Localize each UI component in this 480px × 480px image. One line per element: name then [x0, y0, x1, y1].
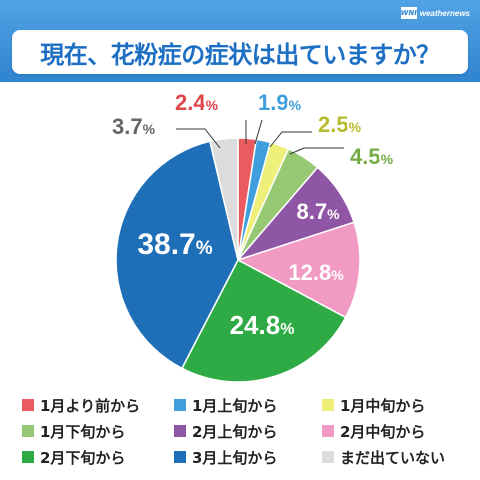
brand-logo-icon: WNI: [400, 7, 417, 19]
legend-item-4: 1月下旬から: [22, 420, 125, 442]
value-label-6: 12.8%: [288, 260, 344, 285]
legend-label: 2月上旬から: [192, 422, 278, 441]
legend-swatch: [22, 399, 34, 411]
value-label-8: 38.7%: [137, 228, 212, 261]
value-label-7: 24.8%: [230, 310, 295, 340]
legend-swatch: [174, 425, 186, 437]
legend-swatch: [322, 425, 334, 437]
legend-item-5: 2月上旬から: [174, 420, 277, 442]
value-label-3: 2.5%: [318, 112, 362, 137]
legend-item-1: 1月より前から: [22, 394, 140, 416]
legend-item-7: 2月下旬から: [22, 446, 125, 468]
legend-label: 1月下旬から: [40, 422, 126, 441]
legend-label: 1月中旬から: [340, 396, 426, 415]
legend-swatch: [174, 399, 186, 411]
pie-slice-8: [115, 140, 239, 370]
header-banner: WNI weathernews 現在、花粉症の症状は出ていますか？: [0, 0, 480, 82]
legend-label: 2月下旬から: [40, 448, 126, 467]
legend-swatch: [322, 399, 334, 411]
legend-item-3: 1月中旬から: [322, 394, 425, 416]
legend-item-8: 3月上旬から: [174, 446, 277, 468]
legend-item-6: 2月中旬から: [322, 420, 425, 442]
brand: WNI weathernews: [401, 6, 470, 20]
value-label-4: 4.5%: [350, 144, 394, 169]
legend-item-2: 1月上旬から: [174, 394, 277, 416]
page-title: 現在、花粉症の症状は出ていますか？: [40, 40, 440, 69]
legend-label: 1月より前から: [40, 396, 141, 415]
value-label-1: 2.4%: [175, 90, 219, 115]
legend-swatch: [22, 425, 34, 437]
legend-swatch: [174, 451, 186, 463]
legend-label: 2月中旬から: [340, 422, 426, 441]
leader-line-9: [176, 128, 221, 149]
legend-label: 3月上旬から: [192, 448, 278, 467]
legend-label: 1月上旬から: [192, 396, 278, 415]
title-box: 現在、花粉症の症状は出ていますか？: [12, 30, 468, 74]
pie-slice-6: [236, 221, 361, 319]
legend-label: まだ出ていない: [340, 448, 446, 467]
value-label-9: 3.7%: [112, 114, 156, 139]
legend-swatch: [322, 451, 334, 463]
pie-slice-9: [208, 137, 239, 261]
pie-chart: 2.4% 1.9% 2.5% 4.5% 8.7% 12.8% 24.8% 38.7% 3.7%: [110, 88, 396, 383]
leader-line-4: [289, 147, 344, 155]
legend-swatch: [22, 451, 34, 463]
legend-item-9: まだ出ていない: [322, 446, 445, 468]
leader-line-3: [269, 131, 312, 148]
brand-name: weathernews: [419, 8, 470, 18]
value-label-5: 8.7%: [296, 199, 340, 224]
value-label-2: 1.9%: [258, 90, 302, 115]
legend: 1月より前から 1月上旬から 1月中旬から 1月下旬から 2月上旬から 2月中旬から 2月下…: [22, 394, 472, 474]
leader-line-2: [254, 119, 263, 145]
